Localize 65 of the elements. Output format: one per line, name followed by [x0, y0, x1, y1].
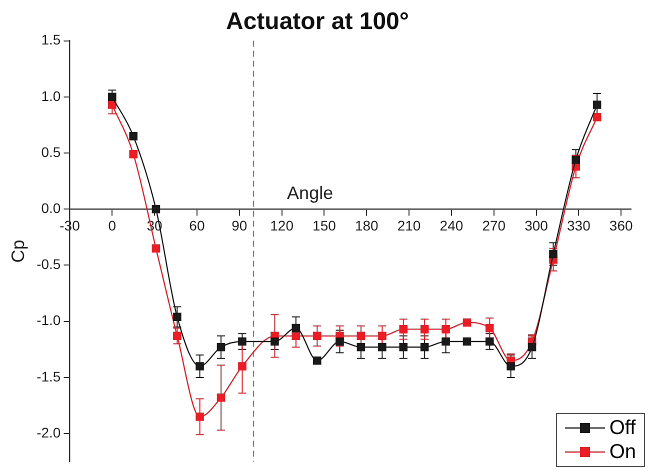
- point: [506, 362, 515, 370]
- legend-label: Off: [609, 416, 636, 440]
- point: [152, 204, 160, 214]
- x-tick-label: 180: [354, 217, 379, 234]
- point: [196, 412, 204, 421]
- point: [485, 324, 494, 332]
- point: [238, 337, 246, 346]
- x-axis-title: Angle: [287, 183, 334, 204]
- point: [462, 337, 472, 346]
- y-tick-label: 1.0: [41, 88, 61, 104]
- point: [336, 337, 344, 346]
- y-tick-label: -1.0: [36, 312, 61, 328]
- x-tick-label: 360: [609, 217, 633, 234]
- point: [196, 362, 204, 370]
- point: [313, 332, 322, 340]
- y-axis-title: Cp: [8, 240, 28, 263]
- point: [152, 244, 160, 253]
- chart-title: Actuator at 100°: [226, 8, 409, 36]
- point: [528, 343, 536, 352]
- point: [313, 356, 322, 365]
- x-tick-label: 0: [108, 217, 116, 234]
- x-tick-label: 240: [440, 217, 464, 234]
- point: [378, 343, 386, 352]
- x-tick-label: 90: [232, 217, 248, 234]
- point: [399, 343, 408, 352]
- point: [129, 132, 138, 140]
- point: [356, 332, 366, 340]
- point: [420, 325, 429, 334]
- point: [216, 394, 226, 402]
- point: [462, 318, 472, 327]
- point: [399, 325, 408, 334]
- point: [378, 332, 386, 340]
- point: [292, 324, 300, 332]
- point: [292, 332, 300, 340]
- y-tick-label: -2.0: [36, 424, 61, 440]
- x-tick-label: 300: [524, 217, 548, 234]
- legend-label: On: [609, 440, 636, 464]
- point: [572, 156, 580, 164]
- y-tick-label: 1.5: [41, 32, 61, 48]
- point: [420, 343, 429, 352]
- point: [108, 92, 116, 102]
- x-tick-label: 330: [567, 217, 591, 234]
- x-tick-label: 270: [482, 217, 506, 234]
- point: [216, 343, 226, 352]
- point: [442, 337, 450, 346]
- point: [129, 150, 138, 158]
- y-tick-label: -1.5: [36, 368, 61, 384]
- point: [238, 362, 246, 370]
- point: [549, 250, 558, 258]
- point: [592, 100, 602, 109]
- point: [485, 337, 494, 346]
- x-tick-label: 60: [189, 217, 205, 234]
- x-tick-label: 210: [397, 217, 421, 234]
- point: [173, 312, 182, 321]
- y-tick-label: -0.5: [36, 256, 61, 272]
- y-tick-label: 0.5: [41, 144, 61, 160]
- x-tick-label: 150: [312, 217, 336, 234]
- point: [592, 112, 602, 122]
- x-tick-label: 120: [270, 217, 294, 234]
- point: [442, 325, 450, 334]
- point: [356, 343, 366, 352]
- point: [108, 100, 116, 109]
- y-tick-label: 0.0: [41, 200, 61, 216]
- point: [270, 337, 279, 346]
- point: [173, 332, 182, 340]
